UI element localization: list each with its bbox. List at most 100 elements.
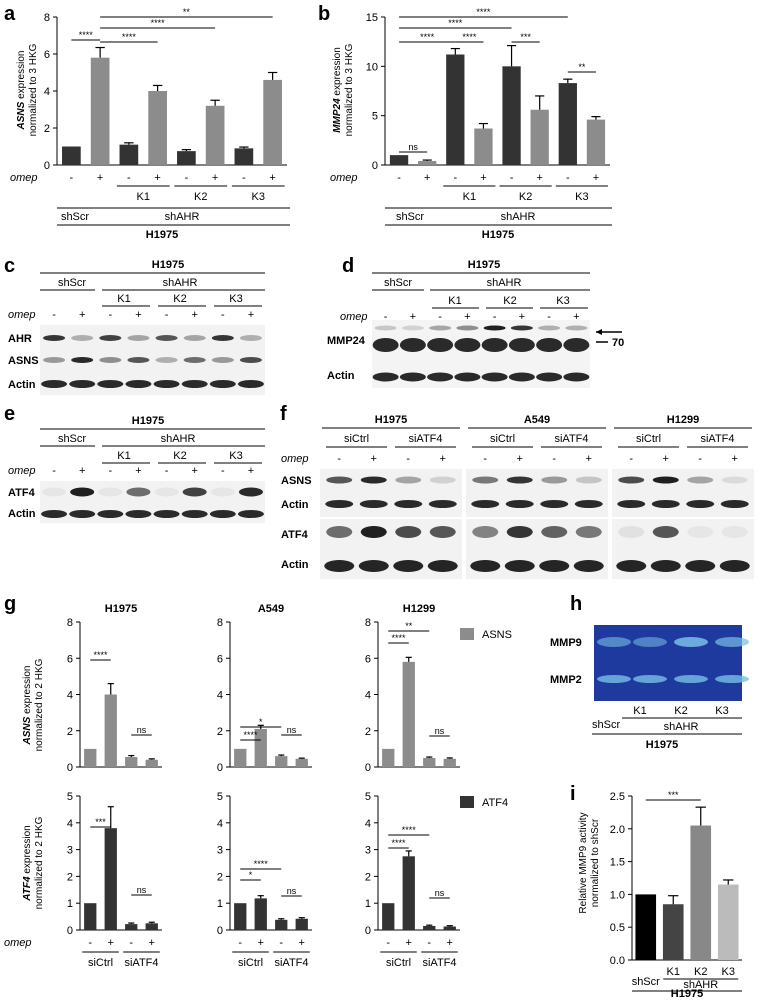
panel-label-f: f: [280, 403, 287, 425]
f-band-atf4: [575, 526, 602, 538]
omep-sign: +: [97, 172, 103, 184]
g-atf4-A549-ytick-label: 1: [217, 898, 223, 910]
f-band-actin2: [427, 560, 458, 572]
omep-sign: +: [586, 453, 592, 465]
b-bar: [446, 54, 465, 165]
omep-sign: -: [238, 937, 242, 949]
b-grp1: shScr: [396, 211, 424, 223]
omep-sign: +: [593, 172, 599, 184]
f-sub2: siATF4: [700, 433, 734, 445]
h-band-mmp9: [633, 637, 667, 647]
h-band-mmp9: MMP9: [550, 637, 582, 649]
a-bar: [263, 79, 282, 165]
a-grp1: shScr: [61, 211, 89, 223]
b-kd-label: K1: [463, 191, 476, 203]
omep-sign: -: [547, 311, 551, 323]
c-band-asns: [155, 357, 178, 363]
omep-sign: -: [70, 172, 74, 184]
g-sub1: siCtrl: [238, 957, 263, 969]
f-band-actin2: [650, 560, 681, 572]
g-cell-title: H1975: [105, 603, 137, 615]
i-ytick-label: 0.5: [610, 922, 625, 934]
e-band-actin: [153, 510, 180, 518]
d-band-mmp24: [429, 325, 452, 331]
f-sub1: siCtrl: [490, 433, 515, 445]
g-atf4-A549-ytick-label: 4: [217, 818, 223, 830]
a-bar: [90, 57, 110, 166]
g-asns-A549-sig-label: ns: [287, 725, 297, 735]
omep-sign: +: [248, 465, 254, 477]
omep-sign: -: [510, 172, 514, 184]
b-cell: H1975: [482, 229, 514, 241]
i-grp1: shScr: [632, 976, 660, 988]
d-band-actin: [454, 372, 481, 382]
d-band-mmp24: [483, 325, 506, 331]
d-band-mmp24: [510, 325, 533, 331]
i-kd-label: K2: [694, 966, 707, 978]
e-band-atf4: [98, 487, 123, 497]
omep-sign: +: [410, 311, 416, 323]
a-ylabel2: normalized to 3 HKG: [28, 43, 39, 136]
f-band-actin1: [359, 500, 388, 508]
c-band-asns: [211, 357, 234, 363]
b-bar: [389, 155, 409, 165]
i-ytick-label: 0.0: [610, 955, 625, 967]
omep-sign: +: [212, 172, 218, 184]
g-sub2: siATF4: [274, 957, 308, 969]
omep-sign: +: [79, 309, 85, 321]
f-band-actin1: [720, 500, 749, 508]
omep-sign: +: [440, 453, 446, 465]
g-atf4-H1299-ytick-label: 3: [365, 845, 371, 857]
a-bar: [62, 146, 81, 165]
c-row-ahr: AHR: [8, 333, 32, 345]
g-asns-H1975-bar: [104, 694, 117, 767]
b-sig-label: **: [578, 62, 586, 72]
h-band-mmp2: MMP2: [550, 674, 582, 686]
g-asns-A549-sig-label: *: [259, 717, 263, 727]
g-atf4-H1975-ytick-label: 5: [67, 791, 73, 803]
h-kd-1: K1: [633, 705, 646, 717]
omep-sign: +: [447, 937, 453, 949]
f-sub2: siATF4: [408, 433, 442, 445]
b-bar: [586, 119, 606, 165]
f-band-asns: [472, 476, 499, 484]
g-atf4-A549-bar: [234, 903, 247, 930]
b-bar: [474, 128, 493, 165]
g-atf4-H1299-bar: [402, 856, 415, 930]
d-band-mmp24: [456, 325, 479, 331]
a-kd-label: K2: [194, 191, 207, 203]
a-ytick-label: 4: [44, 86, 50, 98]
e-row-atf4: ATF4: [8, 487, 36, 499]
f-band-actin2: [685, 560, 716, 572]
f-band-asns: [541, 476, 568, 484]
g-sub1: siCtrl: [88, 957, 113, 969]
g-atf4-H1299-bar: [443, 926, 456, 930]
b-ytick-label: 15: [366, 12, 378, 24]
g-atf4-H1299-sig-label: ****: [402, 825, 417, 835]
d-grp2: shAHR: [487, 277, 522, 289]
a-ytick-label: 8: [44, 12, 50, 24]
f-band-asns: [429, 476, 456, 484]
e-band-atf4: [70, 487, 95, 497]
d-arrowhead-icon: [596, 329, 602, 335]
f-band-atf4: [618, 526, 645, 538]
f-sub1: siCtrl: [344, 433, 369, 445]
b-sig-label: ****: [462, 32, 477, 42]
omep-sign: -: [52, 465, 56, 477]
c-omep-label: omep: [8, 309, 36, 321]
g-asns-H1975-bar: [125, 757, 138, 767]
h-cell-line: H1975: [646, 739, 678, 751]
omep-sign: +: [406, 937, 412, 949]
f-band-asns: [395, 476, 422, 484]
e-kd-1: K1: [117, 450, 130, 462]
d-omep-label: omep: [340, 311, 368, 323]
c-row-actin: Actin: [8, 379, 36, 391]
d-kd-1: K1: [448, 295, 461, 307]
omep-sign: +: [573, 311, 579, 323]
i-kd-label: K3: [722, 966, 735, 978]
f-band-actin2: [539, 560, 570, 572]
g-atf4-A549-bar: [275, 919, 288, 930]
c-band-ahr: [127, 335, 150, 341]
e-kd-3: K3: [229, 450, 242, 462]
